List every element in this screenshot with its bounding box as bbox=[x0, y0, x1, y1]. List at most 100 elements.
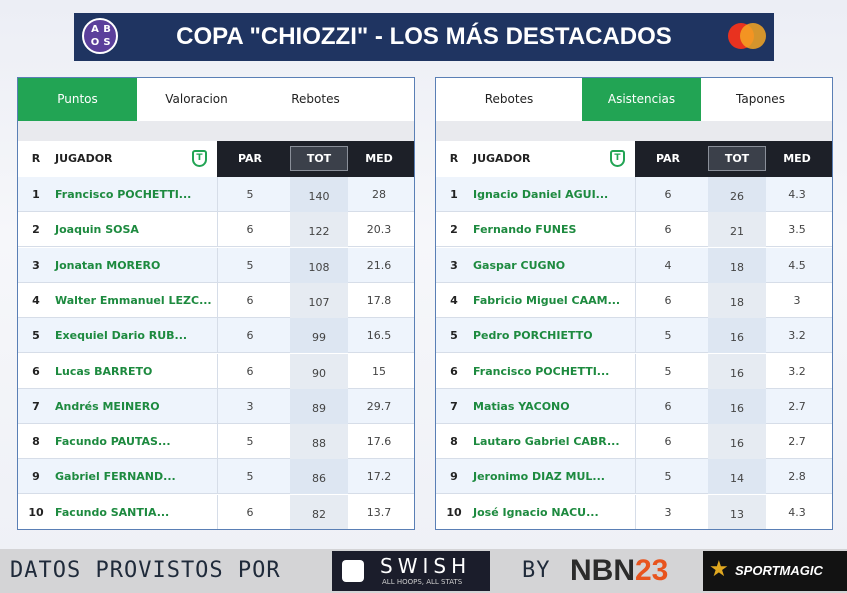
title-bar: A B O S COPA "CHIOZZI" - LOS MÁS DESTACA… bbox=[74, 13, 774, 61]
player-name: Exequiel Dario RUB... bbox=[55, 329, 188, 343]
table-row: 4 Walter Emmanuel LEZC... 6 107 17.8 bbox=[18, 282, 414, 318]
row-separator bbox=[635, 247, 636, 283]
column-header[interactable]: PAR bbox=[655, 152, 681, 165]
tot-column-band bbox=[290, 494, 348, 529]
tot-column-band bbox=[290, 388, 348, 424]
table-row: 10 José Ignacio NACU... 3 13 4.3 bbox=[436, 494, 832, 529]
tot-column-band bbox=[290, 424, 348, 460]
tab[interactable]: As bbox=[394, 78, 414, 121]
games: 6 bbox=[246, 293, 254, 307]
average: 17.6 bbox=[366, 435, 392, 449]
player-name: Facundo SANTIA... bbox=[55, 505, 170, 519]
table-row: 6 Francisco POCHETTI... 5 16 3.2 bbox=[436, 353, 832, 389]
column-header[interactable]: MED bbox=[365, 152, 393, 165]
player-name: Gabriel FERNAND... bbox=[55, 470, 176, 484]
logo-letter: A bbox=[91, 24, 99, 35]
table-row: 3 Jonatan MORERO 5 108 21.6 bbox=[18, 247, 414, 283]
tot-column-band bbox=[708, 177, 766, 212]
player-name: Jeronimo DIAZ MUL... bbox=[473, 470, 605, 484]
average: 17.2 bbox=[366, 470, 392, 484]
average: 28 bbox=[372, 188, 386, 201]
team-badge: T bbox=[610, 150, 625, 167]
total: 14 bbox=[730, 472, 744, 486]
games: 4 bbox=[664, 258, 672, 272]
games: 3 bbox=[664, 505, 672, 519]
average: 17.8 bbox=[366, 293, 392, 307]
stats-panel: Rebotes Asistencias Tapones T R JUGADOR PAR TOT… bbox=[435, 77, 833, 530]
total: 13 bbox=[730, 507, 744, 521]
player-name: Matias YACONO bbox=[473, 399, 570, 413]
average: 3.5 bbox=[788, 223, 806, 237]
rank: 9 bbox=[450, 470, 458, 484]
player-name: Facundo PAUTAS... bbox=[55, 435, 171, 449]
player-name: Andrés MEINERO bbox=[55, 399, 160, 413]
sort-indicator bbox=[708, 146, 766, 171]
tab[interactable]: Rebotes bbox=[484, 92, 534, 106]
rank: 6 bbox=[32, 364, 40, 378]
column-header: JUGADOR bbox=[55, 152, 113, 165]
average: 15 bbox=[372, 364, 386, 378]
tab[interactable]: Tapones bbox=[736, 92, 785, 106]
player-name: Ignacio Daniel AGUI... bbox=[473, 188, 609, 201]
footer-text: DATOS PROVISTOS POR bbox=[10, 558, 281, 583]
games: 6 bbox=[664, 399, 672, 413]
row-separator bbox=[217, 318, 218, 354]
table-row: 1 Francisco POCHETTI... 5 140 28 bbox=[18, 177, 414, 212]
player-name: Fernando FUNES bbox=[473, 223, 577, 237]
rank: 10 bbox=[446, 505, 462, 519]
player-name: Francisco POCHETTI... bbox=[473, 364, 610, 378]
player-name: Jonatan MORERO bbox=[55, 258, 161, 272]
tab[interactable]: Valoracion bbox=[165, 92, 228, 106]
tot-column-band bbox=[290, 282, 348, 318]
table-row: 2 Joaquin SOSA 6 122 20.3 bbox=[18, 212, 414, 248]
tot-column-band bbox=[290, 353, 348, 389]
logo-letter: B bbox=[103, 24, 111, 35]
games: 6 bbox=[664, 435, 672, 449]
tab[interactable]: Puntos bbox=[18, 78, 137, 121]
tab[interactable]: Rebotes bbox=[291, 92, 340, 106]
column-header[interactable]: MED bbox=[783, 152, 811, 165]
total: 16 bbox=[730, 401, 744, 415]
average: 4.5 bbox=[788, 258, 806, 272]
average: 16.5 bbox=[366, 329, 392, 343]
logo-letter: S bbox=[103, 37, 111, 48]
swish-name: SWISH bbox=[380, 554, 472, 578]
total: 99 bbox=[312, 331, 326, 345]
games: 5 bbox=[246, 435, 254, 449]
sportmagic-name: SPORTMAGIC bbox=[735, 563, 823, 578]
column-header[interactable]: PAR bbox=[237, 152, 263, 165]
rank: 9 bbox=[32, 470, 40, 484]
rank: 5 bbox=[32, 329, 40, 343]
row-separator bbox=[217, 494, 218, 529]
swish-tagline: ALL HOOPS, ALL STATS bbox=[382, 578, 463, 586]
nbn-number: 23 bbox=[635, 554, 669, 587]
row-separator bbox=[635, 424, 636, 460]
row-separator bbox=[635, 388, 636, 424]
tot-column-band bbox=[708, 282, 766, 318]
row-separator bbox=[635, 282, 636, 318]
column-header[interactable]: TOT bbox=[724, 152, 750, 165]
row-separator bbox=[635, 318, 636, 354]
sportmagic-star: ★ bbox=[709, 557, 729, 582]
games: 6 bbox=[246, 364, 254, 378]
player-name: Joaquin SOSA bbox=[55, 223, 139, 237]
table-row: 7 Andrés MEINERO 3 89 29.7 bbox=[18, 388, 414, 424]
average: 3.2 bbox=[788, 329, 806, 343]
average: 21.6 bbox=[366, 258, 392, 272]
row-separator bbox=[217, 177, 218, 212]
swish-icon bbox=[342, 560, 364, 582]
column-header[interactable]: TOT bbox=[306, 152, 332, 165]
tot-column-band bbox=[708, 494, 766, 529]
total: 16 bbox=[730, 437, 744, 451]
games: 6 bbox=[246, 505, 254, 519]
row-separator bbox=[635, 459, 636, 495]
tot-column-band bbox=[708, 212, 766, 248]
tot-column-band bbox=[290, 318, 348, 354]
tot-column-band bbox=[708, 459, 766, 495]
average: 20.3 bbox=[366, 223, 392, 237]
tot-column-band bbox=[708, 353, 766, 389]
row-separator bbox=[217, 388, 218, 424]
tab[interactable]: Asistencias bbox=[582, 78, 701, 121]
rank: 10 bbox=[28, 505, 44, 519]
